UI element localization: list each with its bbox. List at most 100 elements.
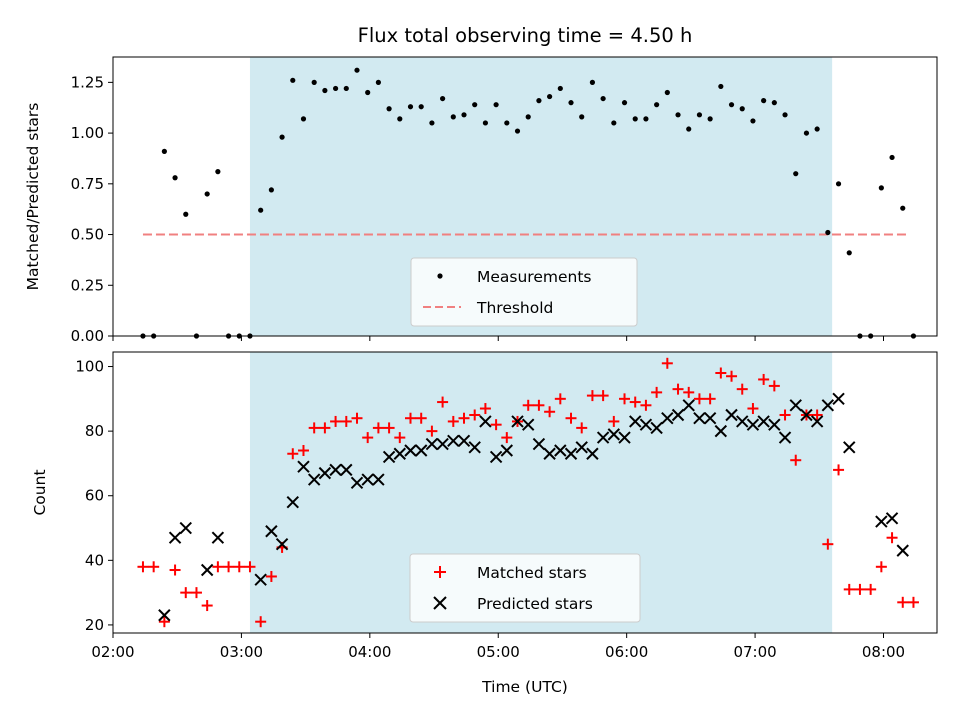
top-legend: Measurements Threshold (410, 257, 638, 327)
measurement-point (258, 207, 264, 213)
x-tick-label: 04:00 (348, 643, 391, 661)
measurement-point (332, 85, 339, 92)
matched-star-point (479, 403, 491, 415)
top-legend-box (410, 257, 638, 327)
predicted-star-point (832, 392, 845, 406)
predicted-star-point (607, 428, 621, 441)
matched-star-point (833, 464, 845, 476)
matched-star-point (265, 570, 277, 582)
measurement-point (525, 114, 531, 120)
predicted-star-point (564, 447, 578, 460)
matched-star-point (137, 561, 149, 573)
predicted-star-point (468, 441, 481, 454)
measurement-point (161, 148, 167, 154)
matched-star-point (394, 432, 406, 444)
matched-star-point (672, 383, 684, 395)
matched-star-point (608, 415, 620, 427)
measurement-point (793, 171, 799, 177)
measurement-point (536, 98, 542, 104)
matched-star-point (180, 587, 192, 599)
predicted-star-point (629, 415, 642, 428)
bottom-legend: Matched stars Predicted stars (409, 553, 641, 623)
predicted-star-point (211, 531, 225, 544)
measurement-point (750, 118, 756, 124)
x-tick-label: 03:00 (220, 643, 263, 661)
measurement-point (739, 106, 745, 112)
matched-star-point (768, 380, 780, 392)
predicted-star-point (725, 408, 738, 422)
legend-predicted-marker (433, 596, 447, 610)
predicted-star-point (682, 399, 695, 412)
measurement-point (172, 175, 178, 181)
matched-star-point (233, 561, 245, 573)
matched-star-point (212, 561, 224, 573)
measurement-point (814, 126, 820, 132)
measurement-point (397, 116, 403, 122)
matched-star-point (683, 386, 695, 398)
measurement-point (461, 112, 467, 118)
measurement-point (514, 128, 521, 134)
matched-star-point (223, 561, 235, 573)
matched-star-point (501, 432, 513, 444)
matched-star-point (190, 587, 202, 599)
predicted-star-point (307, 473, 321, 486)
measurement-point (664, 89, 670, 96)
predicted-star-point (671, 408, 685, 422)
matched-star-point (201, 600, 213, 612)
measurement-point (696, 112, 703, 118)
matched-star-point (576, 422, 588, 434)
measurement-point (268, 187, 274, 193)
bottom-y-tick-label: 100 (75, 358, 104, 376)
measurement-point (322, 87, 328, 94)
measurement-point (654, 102, 660, 108)
matched-star-point (297, 445, 309, 457)
top-y-tick-label: 0.00 (71, 327, 104, 345)
predicted-star-point (275, 537, 289, 551)
matched-star-point (661, 357, 673, 369)
predicted-star-point (340, 463, 353, 477)
bottom-x-ticks: 02:00 03:00 04:00 05:00 06:00 07:00 08:00 (91, 633, 905, 661)
measurement-point (418, 104, 424, 110)
top-y-tick-label: 1.00 (71, 124, 104, 142)
bottom-y-axis-label: Count (31, 469, 49, 515)
predicted-star-point (404, 444, 417, 457)
top-y-tick-label: 0.75 (71, 175, 104, 193)
matched-star-point (372, 422, 384, 434)
predicted-star-point (200, 563, 214, 577)
measurement-point (183, 211, 189, 217)
x-tick-label: 06:00 (605, 643, 648, 661)
matched-star-point (330, 415, 342, 427)
bottom-axes-frame (112, 351, 938, 634)
matched-star-point (533, 399, 545, 411)
matched-star-point (319, 422, 331, 434)
measurement-point (204, 191, 210, 197)
top-x-ticks (112, 336, 884, 341)
matched-star-point (383, 422, 395, 434)
measurement-point (675, 112, 681, 118)
measurement-point (375, 79, 381, 85)
matched-star-point (875, 561, 887, 573)
measurement-point (621, 100, 628, 106)
predicted-star-point (425, 437, 439, 451)
matched-star-point (651, 386, 663, 398)
bottom-panel: 20 40 60 80 100 02:00 03:00 04:00 05:00 06:00 07:… (31, 351, 938, 696)
predicted-star-point (885, 512, 899, 525)
predicted-star-point (693, 412, 706, 425)
measurement-point (300, 116, 307, 122)
legend-measurements-marker (437, 273, 443, 279)
predicted-star-point (789, 399, 802, 412)
measurement-point (279, 134, 285, 140)
predicted-star-point (554, 444, 567, 457)
measurement-point (589, 79, 596, 85)
matched-star-point (426, 425, 438, 437)
predicted-star-point (447, 434, 460, 448)
measurement-point (835, 181, 842, 187)
measurement-point (900, 205, 906, 211)
matched-star-point (586, 390, 598, 402)
matched-star-point (287, 448, 299, 460)
measurement-point (365, 89, 371, 96)
predicted-star-point (318, 466, 332, 480)
matched-star-point (244, 561, 256, 573)
